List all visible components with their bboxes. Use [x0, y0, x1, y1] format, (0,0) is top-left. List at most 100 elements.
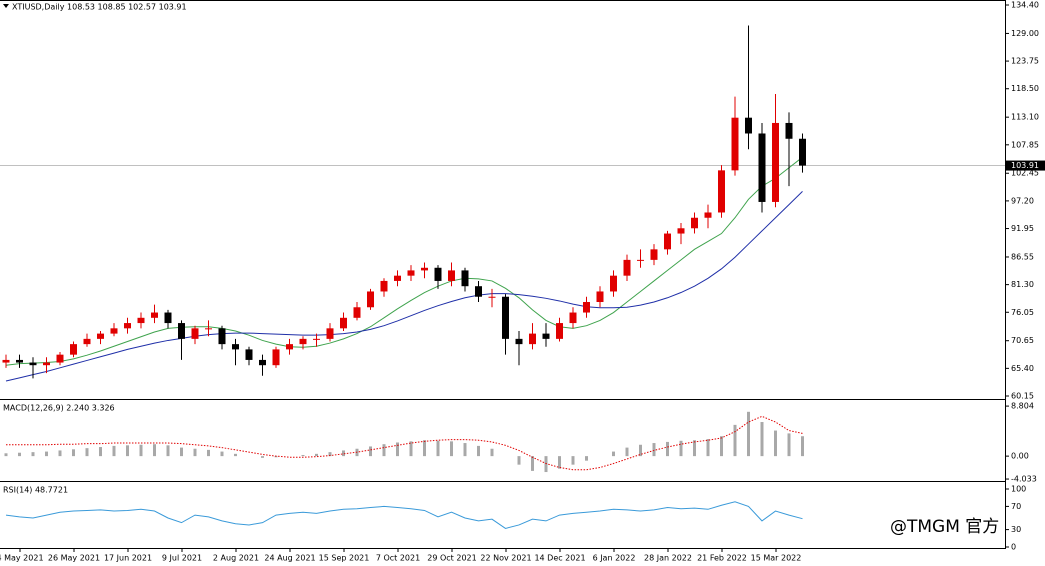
watermark: @TMGM 官方	[890, 517, 999, 537]
candle-body	[731, 117, 739, 171]
macd-bar	[382, 444, 386, 457]
macd-bar	[463, 443, 467, 457]
macd-bar	[99, 447, 102, 457]
y-tick-label: 70	[1011, 502, 1021, 511]
x-tick-label: 26 May 2021	[48, 554, 100, 563]
candle-body	[272, 349, 280, 366]
x-tick-label: 24 Aug 2021	[264, 554, 315, 563]
x-tick-label: 22 Nov 2021	[480, 554, 531, 563]
macd-bar	[423, 440, 426, 457]
macd-bar	[760, 422, 764, 457]
macd-bar	[679, 440, 683, 457]
macd-bar	[612, 451, 615, 457]
macd-bar	[342, 450, 345, 457]
candle-body	[205, 328, 212, 330]
macd-bar	[4, 453, 8, 457]
y-tick-label: -4.033	[1011, 475, 1037, 484]
y-tick-label: 86.55	[1011, 252, 1034, 261]
y-tick-label: 60.15	[1011, 392, 1034, 401]
candle-body	[394, 275, 401, 281]
y-tick-label: 70.65	[1011, 336, 1034, 345]
macd-bar	[274, 456, 278, 458]
macd-bar	[315, 453, 318, 457]
rsi-title: RSI(14) 48.7721	[3, 486, 68, 495]
candle-body	[556, 323, 563, 339]
macd-bar	[787, 433, 791, 457]
macd-bar	[328, 452, 332, 457]
candle-body	[56, 354, 64, 363]
macd-bar	[531, 456, 534, 471]
macd-bar	[369, 446, 372, 457]
macd-bar	[396, 442, 399, 457]
macd-bar	[139, 444, 143, 457]
candle-body	[745, 117, 752, 134]
macd-bar	[220, 451, 224, 457]
macd-bar	[706, 439, 710, 457]
y-tick-label: 107.85	[1011, 140, 1039, 149]
y-tick-label: 97.20	[1011, 196, 1034, 205]
candle-body	[623, 259, 631, 276]
y-tick-label: 0	[1011, 543, 1016, 552]
candle-body	[137, 317, 145, 324]
macd-bar	[45, 451, 48, 457]
macd-bar	[126, 445, 129, 457]
x-tick-label: 14 Dec 2021	[534, 554, 585, 563]
candle-body	[299, 338, 307, 345]
candle-body	[475, 286, 482, 297]
candle-body	[772, 122, 779, 202]
candle-body	[502, 296, 509, 339]
candle-body	[353, 307, 361, 318]
candle-body	[83, 338, 91, 345]
moving-average	[5, 191, 803, 382]
y-tick-label: 81.30	[1011, 280, 1034, 289]
x-tick-label: 15 Sep 2021	[319, 554, 370, 563]
macd-bar	[585, 456, 588, 461]
candle-body	[151, 312, 158, 318]
y-tick-label: 8.804	[1011, 402, 1034, 411]
candle-body	[596, 291, 604, 303]
candle-body	[583, 302, 590, 313]
collapse-icon	[3, 4, 9, 8]
rsi-line	[5, 501, 803, 529]
candle-body	[124, 323, 131, 329]
macd-bar	[450, 441, 453, 457]
candle-body	[97, 333, 104, 339]
last-price-box	[1006, 160, 1045, 171]
macd-bar	[301, 454, 305, 457]
macd-bar	[490, 448, 494, 457]
candle-body	[461, 270, 469, 287]
candle-body	[637, 259, 644, 261]
y-tick-label: 100	[1011, 485, 1026, 494]
candle-body	[326, 328, 334, 339]
macd-bar	[571, 456, 575, 465]
macd-bar	[747, 411, 750, 457]
candle-body	[434, 267, 442, 281]
x-tick-label: 4 May 2021	[0, 554, 44, 563]
signal-line	[6, 415, 803, 471]
chart-title: XTIUSD,Daily 108.53 108.85 102.57 103.91	[12, 3, 187, 12]
x-tick-label: 15 Mar 2022	[751, 554, 802, 563]
candle-body	[29, 362, 37, 366]
candle-body	[178, 323, 185, 339]
candle-body	[488, 296, 496, 298]
macd-bar	[558, 456, 561, 469]
macd-bar	[517, 456, 521, 465]
macd-bar	[733, 424, 737, 457]
y-tick-label: 123.75	[1011, 57, 1039, 66]
candle-body	[664, 233, 671, 250]
macd-bar	[58, 450, 62, 457]
y-tick-label: 65.40	[1011, 364, 1034, 373]
last-price-label: 103.91	[1011, 161, 1039, 170]
candle-body	[367, 291, 374, 308]
candle-body	[313, 338, 320, 340]
candle-body	[43, 362, 50, 366]
candle-body	[245, 349, 253, 360]
macd-bar	[720, 436, 723, 457]
macd-bar	[18, 452, 21, 457]
candle-body	[191, 328, 199, 339]
x-tick-label: 17 Jun 2021	[104, 554, 152, 563]
macd-bar	[166, 445, 170, 457]
y-tick-label: 91.95	[1011, 224, 1034, 233]
